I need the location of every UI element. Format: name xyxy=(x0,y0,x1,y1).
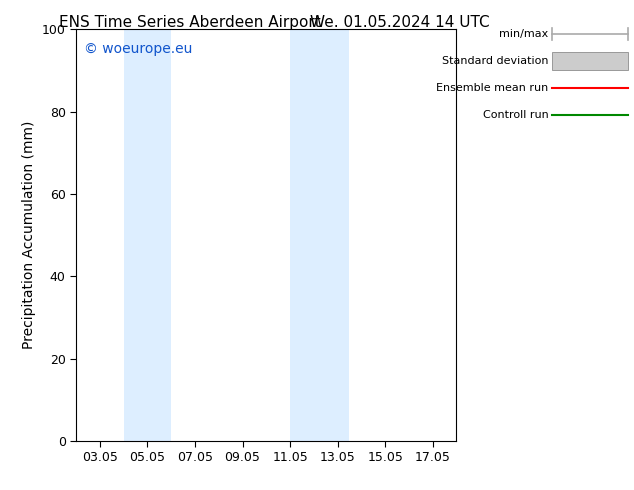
Bar xyxy=(290,29,349,441)
Text: Standard deviation: Standard deviation xyxy=(442,56,548,66)
Text: Controll run: Controll run xyxy=(482,110,548,120)
Text: ENS Time Series Aberdeen Airport: ENS Time Series Aberdeen Airport xyxy=(60,15,321,30)
Bar xyxy=(124,29,171,441)
Text: We. 01.05.2024 14 UTC: We. 01.05.2024 14 UTC xyxy=(309,15,489,30)
Text: Ensemble mean run: Ensemble mean run xyxy=(436,83,548,93)
Text: © woeurope.eu: © woeurope.eu xyxy=(84,42,192,56)
Y-axis label: Precipitation Accumulation (mm): Precipitation Accumulation (mm) xyxy=(22,121,36,349)
Text: min/max: min/max xyxy=(499,29,548,39)
